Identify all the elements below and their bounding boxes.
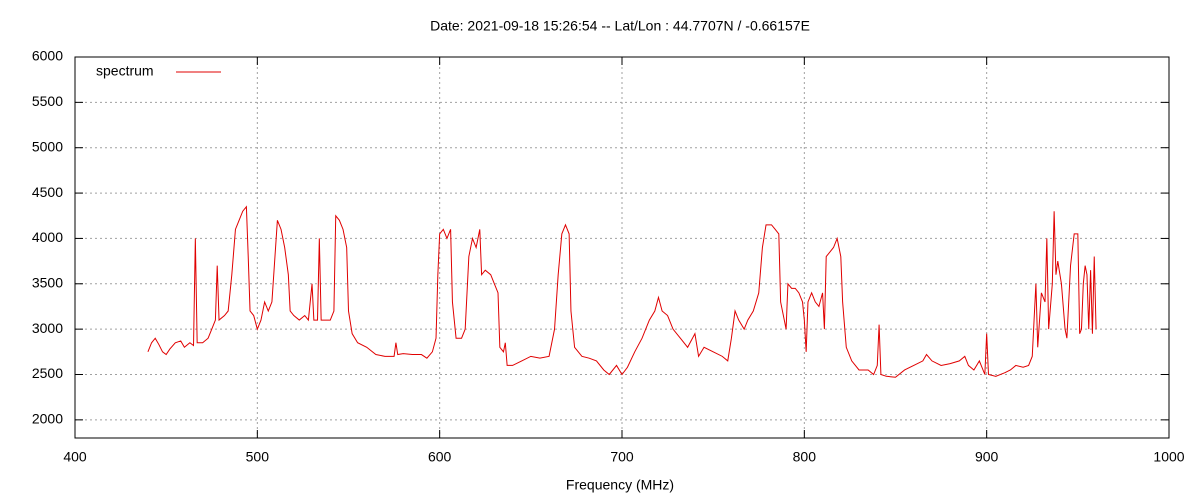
x-tick-label: 800: [793, 449, 817, 465]
y-tick-label: 3000: [32, 320, 63, 336]
legend-label: spectrum: [96, 63, 154, 79]
x-tick-label: 900: [975, 449, 999, 465]
y-tick-label: 4000: [32, 229, 63, 245]
data-line: [147, 205, 1097, 378]
x-tick-label: 400: [63, 449, 87, 465]
y-tick-label: 2000: [32, 411, 63, 427]
plot-border: [74, 56, 1170, 439]
x-axis-label: Frequency (MHz): [566, 477, 674, 493]
x-tick-label: 1000: [1153, 449, 1184, 465]
x-tick-label: 600: [428, 449, 452, 465]
y-tick-label: 6000: [32, 48, 63, 64]
y-tick-label: 5000: [32, 138, 63, 154]
y-tick-label: 4500: [32, 184, 63, 200]
x-tick-label: 700: [610, 449, 634, 465]
y-tick-label: 2500: [32, 365, 63, 381]
y-tick-label: 5500: [32, 93, 63, 109]
x-tick-label: 500: [246, 449, 270, 465]
chart-title: Date: 2021-09-18 15:26:54 -- Lat/Lon : 4…: [430, 18, 810, 34]
y-tick-label: 3500: [32, 274, 63, 290]
